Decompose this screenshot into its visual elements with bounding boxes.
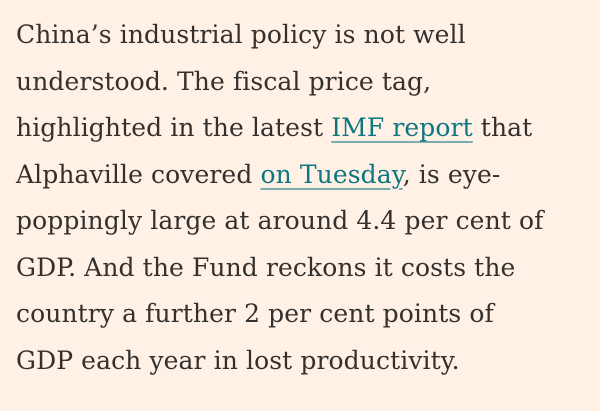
on-tuesday-link[interactable]: on Tuesday bbox=[260, 159, 403, 189]
paragraph-line: understood. The fiscal price tag, bbox=[16, 66, 432, 96]
paragraph-line: Alphaville covered on Tuesday, is eye- bbox=[16, 152, 600, 199]
imf-report-link[interactable]: IMF report bbox=[331, 113, 473, 142]
paragraph-line: country a further 2 per cent points of bbox=[16, 299, 494, 328]
paragraph-line: GDP. And the Fund reckons it costs the bbox=[16, 252, 516, 282]
paragraph-text: Alphaville covered bbox=[16, 159, 261, 189]
paragraph-text: highlighted in the latest bbox=[16, 113, 332, 142]
paragraph-text: , is eye- bbox=[402, 159, 501, 189]
paragraph-line: China’s industrial policy is not well bbox=[16, 20, 466, 49]
paragraph-line: GDP each year in lost productivity. bbox=[16, 345, 460, 375]
paragraph-text: that bbox=[472, 113, 533, 142]
paragraph-line: highlighted in the latest IMF report tha… bbox=[16, 105, 600, 152]
paragraph-line: poppingly large at around 4.4 per cent o… bbox=[16, 206, 544, 235]
